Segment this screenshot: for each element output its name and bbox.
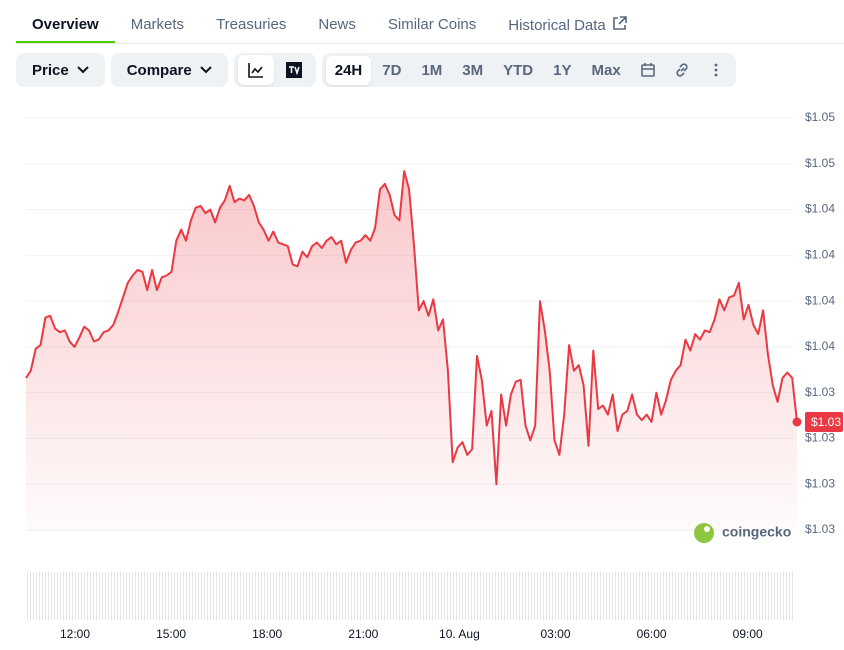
y-tick-label: $1.04 xyxy=(805,339,835,353)
line-chart-button[interactable] xyxy=(237,55,274,85)
x-tick-label: 03:00 xyxy=(540,627,570,641)
x-tick-label: 10. Aug xyxy=(439,627,480,641)
x-tick-label: 06:00 xyxy=(637,627,667,641)
compare-label: Compare xyxy=(126,61,192,79)
chart: coingecko $1.05$1.05$1.04$1.04$1.04$1.04… xyxy=(25,110,843,641)
calendar-icon xyxy=(640,63,655,77)
price-area xyxy=(26,171,797,530)
line-icon xyxy=(247,63,263,78)
tv-icon xyxy=(285,62,302,78)
x-tick-label: 12:00 xyxy=(60,627,90,641)
compare-group: Compare xyxy=(110,53,228,87)
y-tick-label: $1.05 xyxy=(805,156,835,170)
chart-style-group xyxy=(233,53,316,87)
more-button[interactable] xyxy=(700,55,732,85)
link-button[interactable] xyxy=(666,55,698,85)
y-tick-label: $1.03 xyxy=(805,431,835,445)
tab-bar: Overview Markets Treasuries News Similar Coi… xyxy=(16,0,844,44)
range-button[interactable]: Max xyxy=(591,61,621,79)
price-line xyxy=(25,170,798,486)
price-label: Price xyxy=(32,61,69,79)
y-tick-label: $1.03 xyxy=(805,385,835,399)
y-tick-label: $1.03 xyxy=(805,522,835,536)
range-group: 24H 7D 1M 3M YTD 1Y Max xyxy=(321,53,736,87)
y-tick-label: $1.04 xyxy=(805,202,835,216)
tab[interactable]: Treasuries xyxy=(216,16,287,33)
tab[interactable]: Similar Coins xyxy=(387,16,477,33)
external-icon xyxy=(612,16,627,30)
link-icon xyxy=(676,63,688,77)
y-tick-label: $1.03 xyxy=(805,476,835,490)
tab[interactable]: News xyxy=(318,16,356,33)
chevron xyxy=(200,66,212,74)
y-tick-label: $1.05 xyxy=(805,110,835,124)
range-button[interactable]: 7D xyxy=(382,61,402,79)
x-tick-label: 18:00 xyxy=(252,627,282,641)
compare-dropdown[interactable]: Compare xyxy=(115,56,224,85)
y-tick-label: $1.04 xyxy=(805,293,835,307)
x-tick-label: 21:00 xyxy=(348,627,378,641)
volume-bars xyxy=(26,572,795,620)
current-price-dot xyxy=(792,417,802,427)
x-tick-label: 15:00 xyxy=(156,627,186,641)
more-icon xyxy=(714,63,718,77)
x-tick-label: 09:00 xyxy=(733,627,763,641)
calendar-button[interactable] xyxy=(632,55,664,85)
chevron xyxy=(76,66,89,74)
range-button[interactable]: 3M xyxy=(462,61,484,79)
range-button[interactable]: 1Y xyxy=(553,61,572,79)
tab[interactable]: Historical Data xyxy=(492,0,644,43)
price-dropdown[interactable]: Price xyxy=(20,56,101,85)
tab[interactable]: Markets xyxy=(130,16,185,33)
current-price-badge xyxy=(805,411,843,432)
price-group: Price xyxy=(16,53,105,87)
range-button[interactable]: YTD xyxy=(503,61,534,79)
tradingview-button[interactable] xyxy=(276,55,312,85)
toolbar: Price Compare 24H 7D 1M 3M YTD 1Y Max xyxy=(16,53,736,87)
current-price-label: $1.03 xyxy=(811,415,841,429)
range-button[interactable]: 24H xyxy=(325,55,372,85)
range-button[interactable]: 1M xyxy=(421,61,443,79)
tab[interactable]: Overview xyxy=(16,0,115,43)
y-tick-label: $1.04 xyxy=(805,248,835,262)
